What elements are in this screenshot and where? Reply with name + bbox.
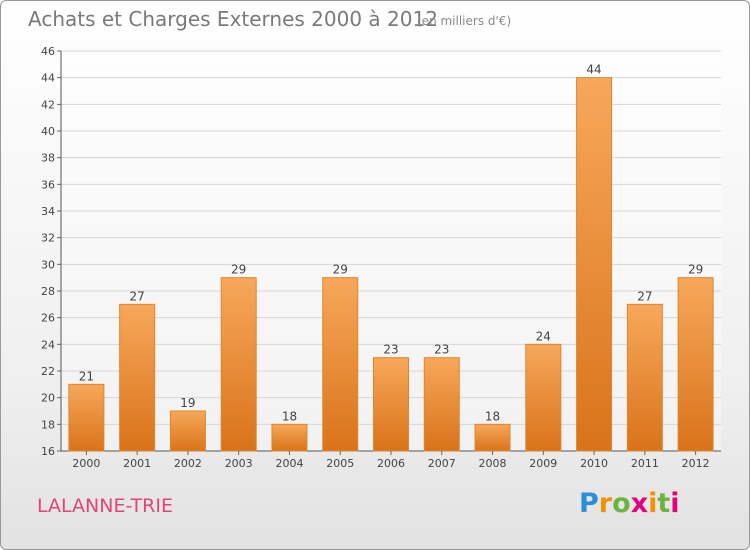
- x-tick-label-2005: 2005: [326, 457, 354, 470]
- y-tick-label: 34: [41, 205, 55, 218]
- x-tick-label-2010: 2010: [580, 457, 608, 470]
- x-tick-label-2003: 2003: [225, 457, 253, 470]
- x-tick-label-2004: 2004: [275, 457, 303, 470]
- logo-letter: i: [648, 488, 658, 519]
- y-tick-label: 38: [41, 152, 55, 165]
- bar-2012: [677, 277, 714, 452]
- bar-2008: [474, 423, 511, 452]
- logo-letter: i: [670, 488, 680, 519]
- bar-2006: [373, 357, 409, 452]
- y-tick-label: 28: [41, 285, 55, 298]
- y-tick-label: 16: [41, 445, 55, 458]
- x-tick-label-2009: 2009: [529, 457, 557, 470]
- value-label-2007: 23: [434, 343, 449, 357]
- x-tick-label-2008: 2008: [479, 457, 507, 470]
- unit-label: (en milliers d'€): [417, 14, 512, 28]
- bar-2000: [68, 383, 105, 452]
- y-tick-label: 36: [41, 178, 55, 191]
- bar-2011: [626, 303, 663, 452]
- value-label-2001: 27: [130, 289, 145, 303]
- x-tick-label-2001: 2001: [123, 457, 151, 470]
- value-label-2011: 27: [637, 289, 652, 303]
- bar-2003: [220, 277, 257, 452]
- commune-name: LALANNE-TRIE: [37, 495, 173, 517]
- y-tick-label: 30: [41, 258, 55, 271]
- bar-2002: [169, 410, 206, 452]
- value-label-2003: 29: [231, 263, 246, 277]
- value-label-2010: 44: [586, 63, 601, 77]
- value-label-2005: 29: [333, 263, 348, 277]
- bar-2004: [271, 423, 308, 452]
- proxiti-logo[interactable]: Proxiti: [579, 488, 680, 519]
- x-tick-label-2007: 2007: [428, 457, 456, 470]
- logo-letter: P: [579, 488, 599, 519]
- y-tick-label: 44: [41, 72, 55, 85]
- x-tick-label-2011: 2011: [631, 457, 659, 470]
- x-tick-label-2006: 2006: [377, 457, 405, 470]
- y-tick-label: 18: [41, 418, 55, 431]
- logo-letter: x: [630, 488, 649, 519]
- bar-2009: [525, 343, 562, 452]
- y-tick-label: 24: [41, 338, 55, 351]
- y-tick-label: 42: [41, 98, 55, 111]
- y-tick-label: 40: [41, 125, 55, 138]
- value-label-2004: 18: [282, 409, 297, 423]
- y-tick-label: 32: [41, 232, 55, 245]
- value-label-2008: 18: [485, 409, 500, 423]
- y-tick-label: 22: [41, 365, 55, 378]
- value-label-2012: 29: [688, 263, 703, 277]
- value-label-2000: 21: [79, 369, 94, 383]
- logo-letter: r: [598, 488, 613, 519]
- x-tick-label-2002: 2002: [174, 457, 202, 470]
- bar-2005: [322, 277, 359, 452]
- chart-title: Achats et Charges Externes 2000 à 2012: [28, 7, 438, 31]
- bar-2007: [423, 357, 460, 452]
- y-tick-label: 46: [41, 45, 55, 58]
- bar-2001: [119, 303, 156, 452]
- bar-2010: [576, 77, 613, 452]
- logo-letter: o: [612, 488, 631, 519]
- value-label-2002: 19: [180, 396, 195, 410]
- logo-letter: t: [657, 488, 671, 519]
- x-tick-label-2012: 2012: [682, 457, 710, 470]
- value-label-2009: 24: [536, 329, 551, 343]
- x-tick-label-2000: 2000: [72, 457, 100, 470]
- y-tick-label: 20: [41, 392, 55, 405]
- y-tick-label: 26: [41, 312, 55, 325]
- value-label-2006: 23: [383, 343, 398, 357]
